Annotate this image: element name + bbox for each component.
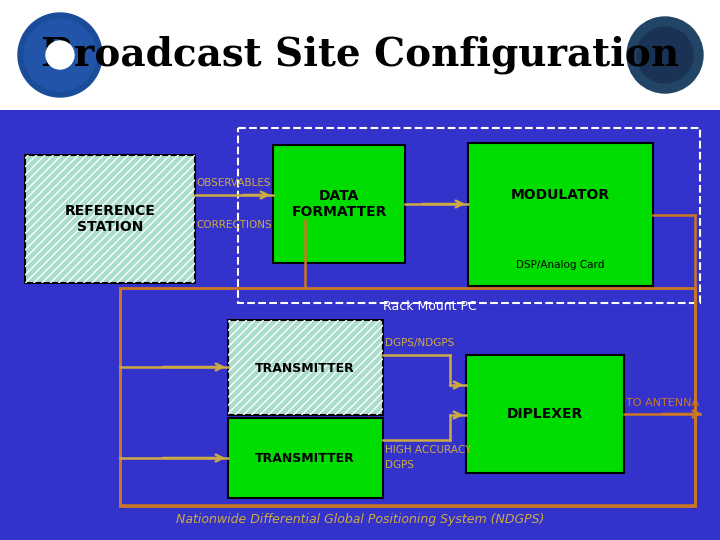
Text: DIPLEXER: DIPLEXER: [507, 407, 583, 421]
Circle shape: [46, 41, 74, 69]
Text: CORRECTIONS: CORRECTIONS: [196, 220, 271, 230]
FancyBboxPatch shape: [273, 145, 405, 263]
Circle shape: [24, 19, 96, 91]
Text: REFERENCE
STATION: REFERENCE STATION: [65, 204, 156, 234]
Circle shape: [637, 27, 693, 83]
Text: DGPS/NDGPS: DGPS/NDGPS: [385, 338, 454, 348]
Text: Nationwide Differential Global Positioning System (NDGPS): Nationwide Differential Global Positioni…: [176, 514, 544, 526]
Text: DATA
FORMATTER: DATA FORMATTER: [292, 189, 387, 219]
FancyBboxPatch shape: [25, 155, 195, 283]
FancyBboxPatch shape: [228, 418, 383, 498]
Text: TRANSMITTER: TRANSMITTER: [255, 451, 355, 464]
Circle shape: [627, 17, 703, 93]
FancyBboxPatch shape: [468, 143, 653, 286]
Text: MODULATOR: MODULATOR: [510, 188, 610, 202]
FancyBboxPatch shape: [0, 0, 720, 110]
Text: DSP/Analog Card: DSP/Analog Card: [516, 260, 604, 270]
Text: DGPS: DGPS: [385, 460, 414, 470]
FancyBboxPatch shape: [228, 320, 383, 415]
Text: Rack Mount PC: Rack Mount PC: [383, 300, 477, 313]
Text: OBSERVABLES: OBSERVABLES: [196, 178, 271, 188]
Circle shape: [18, 13, 102, 97]
FancyBboxPatch shape: [466, 355, 624, 473]
Text: HIGH ACCURACY: HIGH ACCURACY: [385, 445, 472, 455]
Text: TRANSMITTER: TRANSMITTER: [255, 361, 355, 375]
Text: TO ANTENNA: TO ANTENNA: [626, 398, 699, 408]
Text: Broadcast Site Configuration: Broadcast Site Configuration: [41, 36, 679, 74]
